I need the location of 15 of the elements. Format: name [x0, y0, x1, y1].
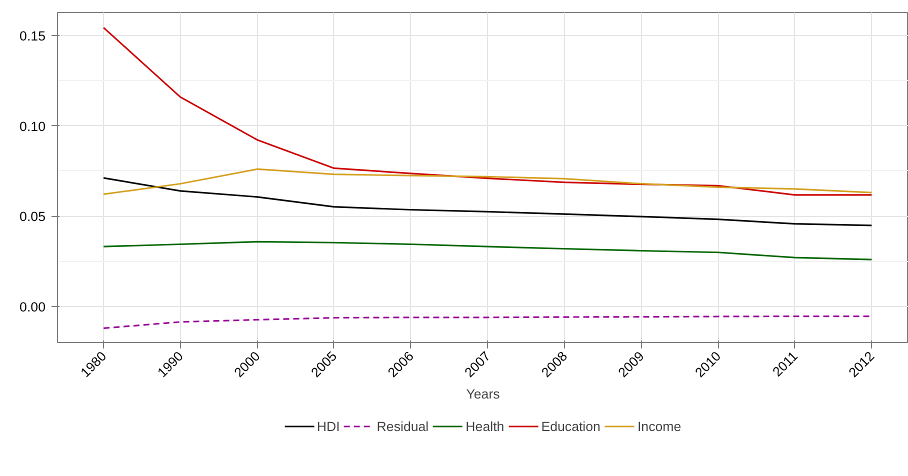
legend-label: Residual — [376, 418, 429, 434]
legend-label: Education — [541, 418, 600, 434]
y-tick-label: 0.10 — [20, 118, 46, 134]
x-axis-title: Years — [466, 386, 500, 402]
line-series — [102, 240, 872, 260]
line-series — [102, 316, 872, 330]
legend-label: Health — [466, 418, 504, 434]
line-series — [102, 177, 872, 226]
y-tick-label: 0.05 — [20, 209, 46, 224]
line-series — [102, 168, 872, 196]
y-tick-label: 0.00 — [20, 299, 46, 314]
y-tick-label: 0.15 — [20, 28, 46, 44]
legend-label: HDI — [316, 418, 340, 434]
line-series — [102, 26, 872, 196]
legend-label: Income — [637, 418, 682, 434]
